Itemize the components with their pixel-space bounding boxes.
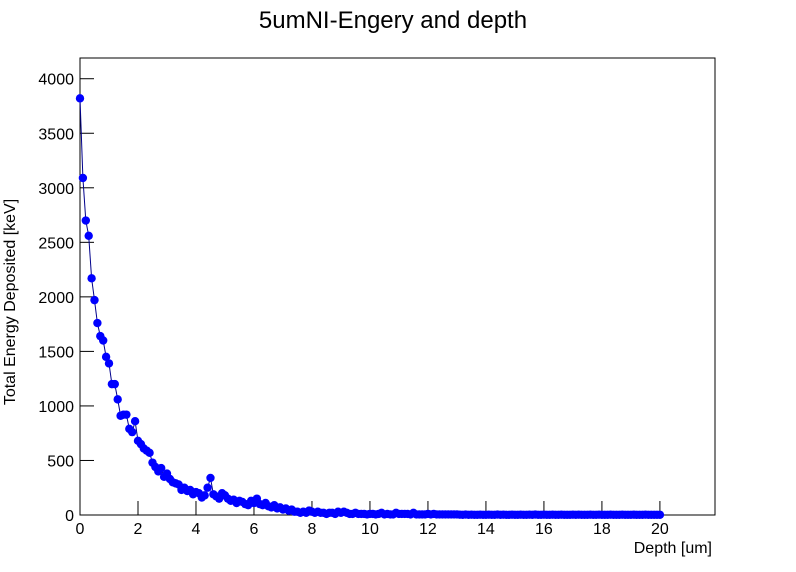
data-point [84,231,93,240]
y-tick-label: 1500 [38,344,74,361]
y-tick-label: 0 [65,508,74,525]
data-point [156,463,166,473]
x-tick-label: 10 [361,521,379,538]
x-tick-label: 0 [76,521,85,538]
data-point [655,510,665,519]
y-tick-label: 500 [47,453,74,470]
y-tick-label: 2000 [38,290,74,307]
data-point [200,491,209,500]
y-tick-label: 4000 [38,72,74,89]
data-point [81,216,90,225]
data-point [122,410,131,419]
x-tick-label: 8 [308,521,317,538]
x-tick-label: 2 [134,521,143,538]
x-tick-label: 16 [535,521,553,538]
x-tick-label: 4 [192,521,201,538]
data-point [93,318,102,328]
y-axis-label: Total Energy Deposited [keV] [2,199,19,405]
data-point [90,295,99,305]
data-point [75,94,85,103]
x-tick-label: 18 [593,521,611,538]
data-point [110,379,119,389]
data-point [145,448,154,458]
y-tick-label: 3000 [38,181,74,198]
x-axis-label: Depth [um] [634,540,712,557]
data-point [104,359,114,368]
x-tick-label: 6 [250,521,259,538]
data-point [113,395,122,404]
data-point [130,417,140,426]
data-point [203,483,212,492]
y-tick-label: 2500 [38,235,74,252]
y-tick-label: 1000 [38,399,74,416]
data-point [78,173,88,183]
x-tick-label: 12 [419,521,437,538]
data-point [127,427,137,437]
y-tick-label: 3500 [38,126,74,143]
data-point [206,473,215,483]
chart-title: 5umNI-Engery and depth [259,7,527,34]
data-point [87,274,96,283]
data-point [101,352,111,362]
data-point [98,336,108,345]
x-tick-label: 20 [651,521,669,538]
x-tick-label: 14 [477,521,495,538]
